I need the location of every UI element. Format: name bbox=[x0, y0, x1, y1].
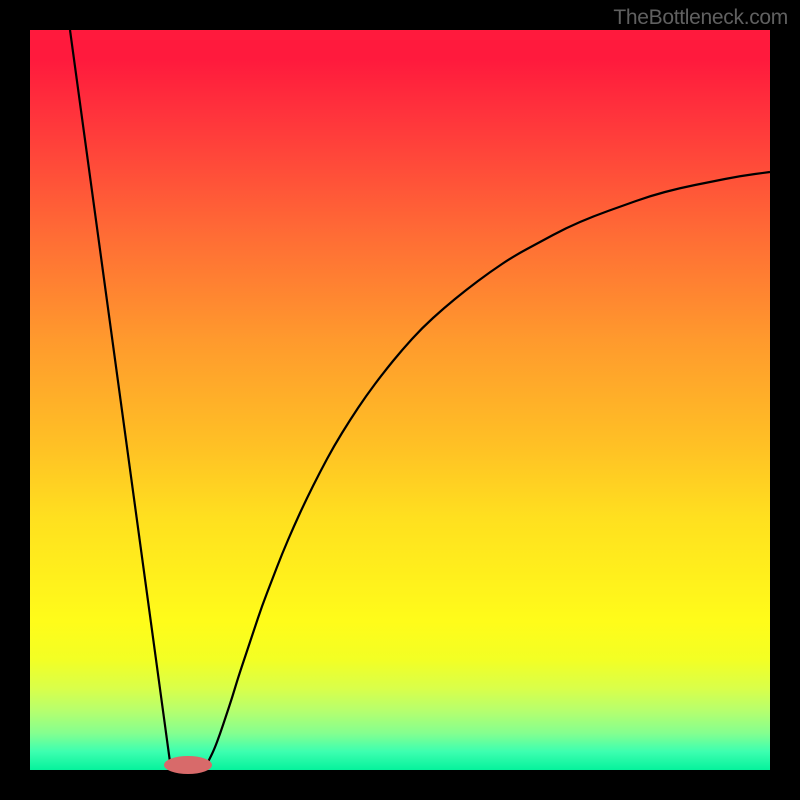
bottleneck-plot bbox=[0, 0, 800, 800]
chart-container: { "watermark": "TheBottleneck.com", "cha… bbox=[0, 0, 800, 800]
plot-area bbox=[30, 30, 770, 770]
watermark-text: TheBottleneck.com bbox=[613, 6, 788, 30]
optimal-marker bbox=[164, 756, 212, 774]
